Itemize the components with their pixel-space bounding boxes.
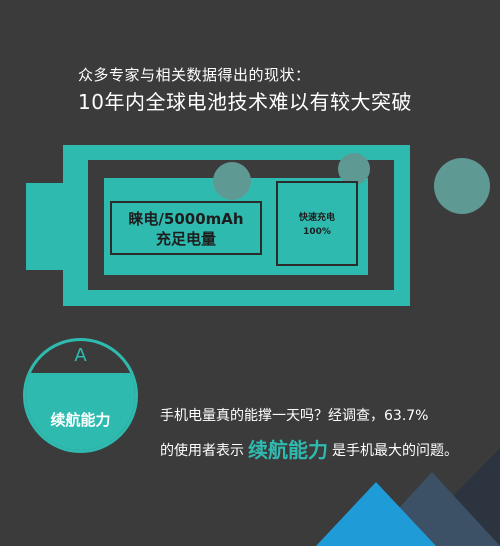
quick-charge-line2: 100% — [303, 227, 331, 237]
headline-subtitle: 众多专家与相关数据得出的现状： — [78, 66, 311, 84]
bubble-center — [213, 162, 251, 200]
battery-terminal — [26, 183, 63, 270]
statement-line1: 手机电量真的能撑一天吗？经调查，63.7% — [160, 408, 429, 424]
endurance-circle: A 续航能力 — [23, 338, 138, 453]
statement-line2: 的使用者表示 续航能力 是手机最大的问题。 — [160, 434, 458, 463]
quick-charge-label: 快速充电 100% — [276, 181, 358, 266]
triangle-blue — [316, 482, 436, 546]
endurance-fill — [26, 373, 135, 450]
capacity-label-line1: 睐电/5000mAh — [128, 210, 244, 228]
endurance-label: 续航能力 — [50, 411, 111, 429]
statement-line2-after: 是手机最大的问题。 — [332, 443, 458, 459]
capacity-label: 睐电/5000mAh 充足电量 — [110, 201, 262, 255]
quick-charge-line1: 快速充电 — [298, 213, 335, 223]
bubble-right — [434, 158, 490, 214]
headline-title: 10年内全球电池技术难以有较大突破 — [78, 90, 412, 114]
statement-highlight: 续航能力 — [248, 438, 328, 462]
bubble-top — [338, 153, 370, 185]
endurance-letter: A — [74, 345, 87, 366]
capacity-label-line2: 充足电量 — [155, 230, 216, 248]
battery-gap-line — [368, 160, 378, 275]
statement-line2-before: 的使用者表示 — [160, 443, 244, 459]
